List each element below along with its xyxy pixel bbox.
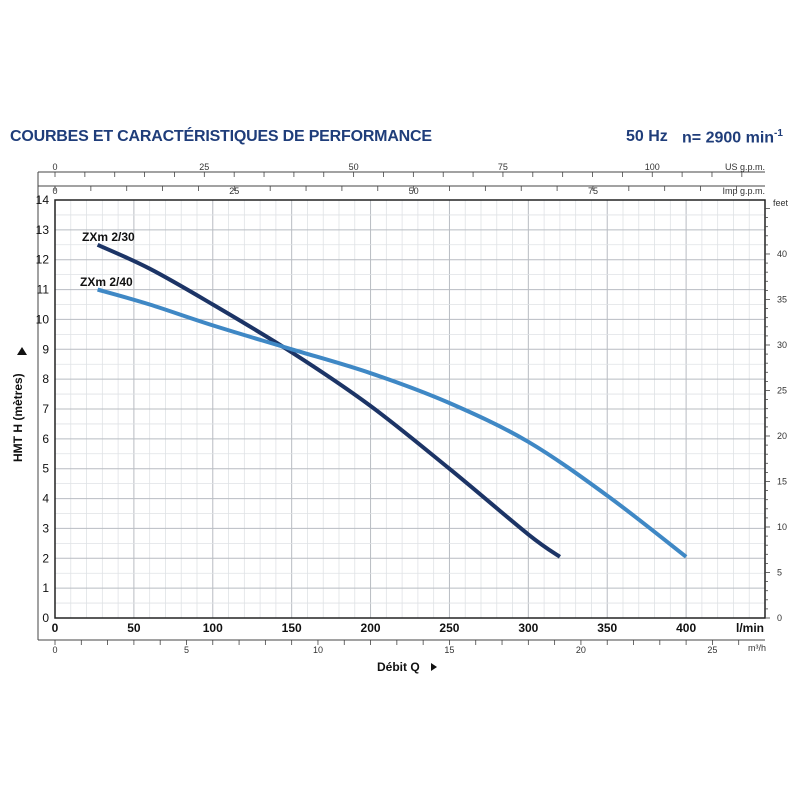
imp-gpm-tick-label: 75 [588, 186, 598, 196]
y-tick-label: 9 [42, 342, 49, 356]
m3h-unit-label: m³/h [748, 643, 766, 653]
series-line-zxm-2-40 [97, 287, 688, 559]
y-axis-title: HMT H (mètres) [11, 373, 25, 462]
feet-unit-label: feet [773, 198, 789, 208]
series-label: ZXm 2/40 [80, 275, 133, 289]
feet-tick-label: 40 [777, 249, 787, 259]
feet-tick-label: 20 [777, 431, 787, 441]
y-tick-label: 6 [42, 432, 49, 446]
y-tick-label: 1 [42, 581, 49, 595]
y-tick-label: 7 [42, 402, 49, 416]
y-tick-label: 14 [36, 193, 50, 207]
m3h-tick-label: 15 [444, 645, 454, 655]
y-tick-label: 13 [36, 223, 50, 237]
y-tick-label: 11 [37, 283, 50, 297]
us-gpm-tick-label: 75 [498, 162, 508, 172]
x-unit-label: l/min [736, 621, 764, 635]
feet-tick-label: 5 [777, 567, 782, 577]
m3h-tick-label: 0 [52, 645, 57, 655]
chart-curves: ZXm 2/30 ZXm 2/40 [80, 230, 688, 559]
feet-tick-label: 15 [777, 476, 787, 486]
chart-grid [55, 200, 765, 618]
m3h-tick-label: 10 [313, 645, 323, 655]
feet-tick-label: 10 [777, 522, 787, 532]
feet-tick-label: 25 [777, 385, 787, 395]
x-tick-label: 350 [597, 621, 617, 635]
imp-gpm-tick-label: 25 [229, 186, 239, 196]
m3h-tick-label: 20 [576, 645, 586, 655]
x-tick-label: 50 [127, 621, 141, 635]
feet-tick-label: 35 [777, 294, 787, 304]
y-tick-label: 3 [42, 521, 49, 535]
us-gpm-tick-label: 25 [199, 162, 209, 172]
us-gpm-tick-label: 0 [52, 162, 57, 172]
imp-gpm-unit-label: Imp g.p.m. [722, 186, 765, 196]
x-axis-arrow-icon [431, 663, 437, 671]
x-tick-label: 250 [439, 621, 459, 635]
y-tick-label: 5 [42, 462, 49, 476]
y-tick-label: 4 [42, 492, 49, 506]
x-tick-label: 400 [676, 621, 696, 635]
y-tick-label: 10 [36, 312, 50, 326]
speed-label: n= 2900 min-1 [682, 128, 783, 147]
m3h-tick-label: 5 [184, 645, 189, 655]
y-tick-label: 0 [42, 611, 49, 625]
imp-gpm-tick-label: 0 [52, 186, 57, 196]
y-tick-label: 8 [42, 372, 49, 386]
series-label: ZXm 2/30 [82, 230, 135, 244]
speed-exponent: -1 [774, 128, 783, 139]
imp-gpm-tick-label: 50 [409, 186, 419, 196]
x-tick-label: 150 [282, 621, 302, 635]
series-line-zxm-2-30 [96, 242, 562, 559]
us-gpm-tick-label: 50 [349, 162, 359, 172]
y-axis-arrow-icon [17, 347, 27, 355]
chart-frame [37, 171, 766, 641]
m3h-tick-label: 25 [707, 645, 717, 655]
us-gpm-unit-label: US g.p.m. [725, 162, 765, 172]
feet-tick-label: 30 [777, 340, 787, 350]
x-tick-label: 100 [203, 621, 223, 635]
x-axis-title: Débit Q [377, 660, 420, 674]
x-tick-label: 0 [52, 621, 59, 635]
us-gpm-tick-label: 100 [645, 162, 660, 172]
frequency-label: 50 Hz [626, 128, 668, 145]
y-tick-label: 2 [42, 551, 49, 565]
y-tick-label: 12 [36, 253, 50, 267]
feet-tick-label: 0 [777, 613, 782, 623]
x-tick-label: 200 [361, 621, 381, 635]
speed-text: n= 2900 min [682, 129, 775, 147]
x-tick-label: 300 [518, 621, 538, 635]
page-title: COURBES ET CARACTÉRISTIQUES DE PERFORMAN… [10, 128, 432, 145]
